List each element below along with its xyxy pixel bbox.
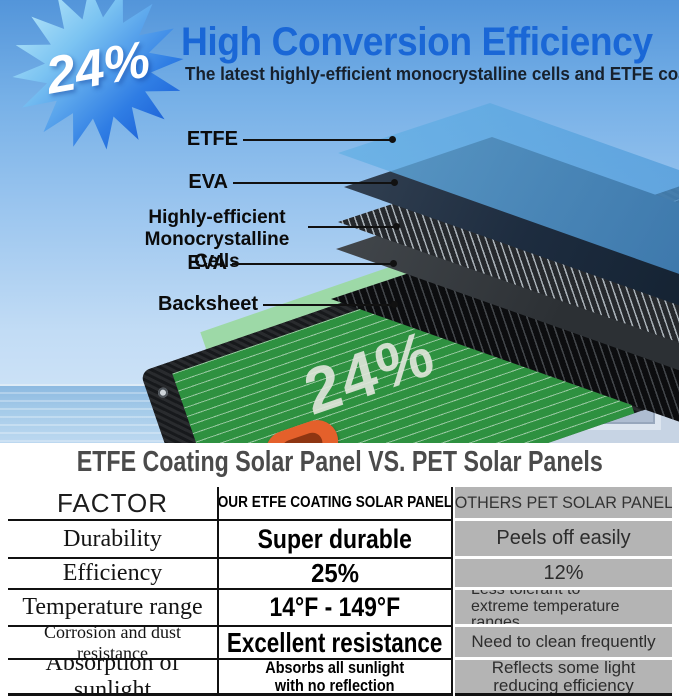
col-header-ours: OUR ETFE COATING SOLAR PANEL bbox=[217, 487, 453, 521]
leader-dot-backsheet bbox=[391, 301, 398, 308]
others-temperature: Less tolerant toextreme temperature rang… bbox=[455, 590, 672, 627]
others-efficiency: 12% bbox=[455, 559, 672, 590]
others-durability: Peels off easily bbox=[455, 521, 672, 559]
factor-temperature: Temperature range bbox=[8, 590, 217, 627]
page-title: High Conversion Efficiency bbox=[181, 20, 653, 64]
label-monocrystalline-cells: Highly-efficient Monocrystalline Cells bbox=[128, 207, 306, 273]
leader-dot-etfe bbox=[389, 136, 396, 143]
comparison-heading: ETFE Coating Solar Panel VS. PET Solar P… bbox=[76, 446, 603, 478]
comparison-table: FACTOR OUR ETFE COATING SOLAR PANEL OTHE… bbox=[8, 487, 672, 696]
leader-line-eva-top bbox=[233, 182, 392, 184]
leader-dot-eva-bottom bbox=[390, 260, 397, 267]
factor-corrosion: Corrosion and dust resistance bbox=[8, 627, 217, 660]
leader-line-cells bbox=[308, 226, 394, 228]
col-header-factor: FACTOR bbox=[8, 487, 217, 521]
efficiency-badge: 24% bbox=[4, 0, 192, 159]
leader-line-etfe bbox=[243, 139, 391, 141]
ours-absorption: Absorbs all sunlight with no reflection bbox=[217, 660, 453, 696]
leader-dot-eva-top bbox=[391, 179, 398, 186]
label-cells-line1: Highly-efficient bbox=[148, 207, 286, 228]
label-eva-bottom: EVA bbox=[187, 252, 227, 274]
factor-absorption: Absorption of sunlight bbox=[8, 660, 217, 696]
label-eva-top: EVA bbox=[188, 171, 228, 193]
label-etfe: ETFE bbox=[186, 128, 238, 150]
label-cells-line2: Monocrystalline Cells bbox=[144, 228, 290, 272]
ours-corrosion: Excellent resistance bbox=[217, 627, 453, 660]
ours-efficiency: 25% bbox=[217, 559, 453, 590]
page-subtitle: The latest highly-efficient monocrystall… bbox=[185, 64, 679, 84]
others-corrosion: Need to clean frequently bbox=[455, 627, 672, 660]
hero-photo: 24% ETFE EVA Highly-efficient Monocrysta… bbox=[0, 0, 679, 443]
factor-durability: Durability bbox=[8, 521, 217, 559]
factor-efficiency: Efficiency bbox=[8, 559, 217, 590]
label-backsheet: Backsheet bbox=[157, 293, 258, 315]
ours-durability: Super durable bbox=[217, 521, 453, 559]
leader-line-eva-bottom bbox=[232, 263, 391, 265]
col-header-others: OTHERS PET SOLAR PANEL bbox=[455, 487, 672, 521]
leader-dot-cells bbox=[393, 223, 400, 230]
ours-temperature: 14°F - 149°F bbox=[217, 590, 453, 627]
leader-line-backsheet bbox=[263, 304, 392, 306]
badge-percentage: 24% bbox=[41, 30, 155, 106]
others-absorption: Reflects some light reducing efficiency bbox=[455, 660, 672, 696]
